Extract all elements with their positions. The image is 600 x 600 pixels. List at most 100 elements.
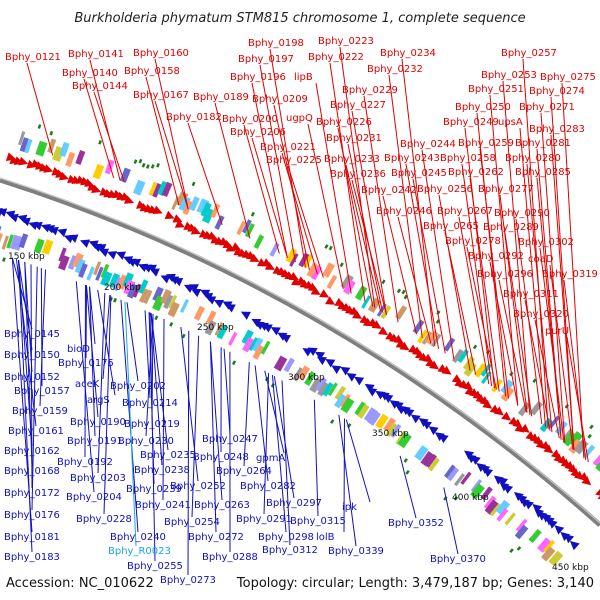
label-connector-line — [24, 262, 33, 373]
gene-arrow — [564, 533, 575, 544]
gene-arrow — [404, 408, 415, 418]
cog-category-block — [100, 270, 113, 287]
gene-arrow — [32, 221, 43, 231]
gene-label: Bphy_0244 — [400, 139, 456, 150]
gene-arrow — [173, 278, 184, 287]
gene-arrow — [231, 242, 242, 251]
gene-label: Bphy_0200 — [222, 114, 278, 125]
label-connector-line — [26, 62, 54, 156]
gene-label: Bphy_0183 — [4, 552, 60, 563]
label-connector-line — [339, 46, 376, 308]
cog-category-block — [568, 438, 583, 455]
cog-category-block — [152, 183, 162, 198]
label-connector-line — [93, 91, 125, 183]
cog-category-block — [514, 524, 529, 540]
gene-label: argS — [87, 395, 110, 406]
cog-category-block — [516, 546, 522, 551]
cog-category-block — [19, 137, 29, 153]
gene-arrow — [438, 434, 449, 444]
gene-arrow — [240, 311, 251, 320]
gene-label: Bphy_0238 — [134, 465, 190, 476]
label-connector-line — [120, 299, 139, 533]
gene-label: Bphy_0315 — [290, 516, 346, 527]
gene-label: Bphy_0241 — [135, 500, 191, 511]
gene-label: Bphy_0232 — [367, 64, 423, 75]
label-connector-line — [31, 266, 38, 511]
scale-label-150: 150 kbp — [8, 252, 45, 262]
gene-label: Bphy_0144 — [72, 81, 128, 92]
cog-category-block — [143, 289, 153, 305]
gene-label: Bphy_0190 — [70, 417, 126, 428]
label-connector-line — [405, 163, 440, 349]
cog-category-block — [148, 181, 158, 197]
gene-label: Bphy_0191 — [67, 436, 123, 447]
gene-arrow — [422, 420, 432, 430]
label-connector-line — [315, 82, 352, 294]
gene-arrow — [20, 217, 31, 227]
gene-label: coaD — [528, 254, 554, 265]
label-connector-line — [102, 294, 111, 380]
gene-label: Bphy_0245 — [391, 168, 447, 179]
cog-category-block — [216, 324, 229, 340]
cog-category-block — [414, 445, 429, 461]
gene-label: aceK — [75, 379, 100, 390]
gene-arrow — [280, 334, 292, 343]
cog-category-block — [322, 382, 334, 397]
gene-label: Bphy_0302 — [518, 237, 574, 248]
label-connector-line — [251, 137, 288, 258]
label-connector-line — [89, 286, 96, 345]
gene-label: Bphy_0233 — [324, 154, 380, 165]
label-connector-line — [388, 74, 423, 338]
gene-arrow — [0, 208, 8, 217]
gene-label: Bphy_0288 — [202, 552, 258, 563]
label-connector-line — [271, 375, 287, 533]
gene-label: Bphy_0228 — [76, 514, 132, 525]
cog-category-block — [156, 162, 160, 168]
label-connector-line — [524, 299, 551, 431]
gene-arrow — [569, 540, 580, 551]
gene-arrow — [149, 268, 160, 277]
cog-category-block — [86, 266, 95, 281]
cog-category-block — [326, 274, 338, 290]
gene-label: Bphy_0263 — [194, 500, 250, 511]
cog-category-block — [322, 262, 335, 278]
gene-label: Bphy_0226 — [316, 117, 372, 128]
cog-category-block — [472, 344, 478, 350]
gene-label: Bphy_0145 — [4, 329, 60, 340]
cog-category-block — [273, 355, 288, 372]
cog-category-block — [543, 539, 556, 553]
gene-label: Bphy_0198 — [248, 38, 304, 49]
cog-category-block — [141, 162, 146, 168]
label-connector-line — [287, 165, 324, 278]
cog-category-block — [375, 413, 389, 430]
label-connector-line — [263, 372, 270, 515]
label-connector-line — [382, 195, 417, 335]
gene-arrow — [188, 284, 199, 293]
gene-arrow — [519, 423, 530, 433]
label-connector-line — [337, 127, 374, 307]
gene-label: Bphy_0209 — [252, 94, 308, 105]
gene-arrow — [206, 296, 217, 305]
label-connector-line — [150, 313, 163, 466]
cog-category-block — [306, 262, 320, 279]
gene-label: Bphy_0283 — [529, 124, 585, 135]
cog-category-block — [138, 279, 149, 295]
cog-category-block — [74, 258, 86, 274]
cog-category-block — [12, 235, 24, 251]
cog-category-block — [205, 310, 217, 326]
cog-category-block — [509, 548, 514, 553]
cog-category-block — [390, 423, 402, 438]
label-connector-line — [269, 48, 306, 268]
gene-arrow — [174, 219, 185, 228]
gene-arrow — [124, 195, 135, 204]
feature-tracks — [0, 124, 600, 567]
gene-label: lipB — [294, 72, 313, 83]
cog-category-block — [126, 283, 138, 299]
gene-arrow — [96, 244, 107, 253]
gene-arrow — [597, 495, 600, 500]
gene-label: Bphy_0157 — [14, 386, 70, 397]
gene-arrow — [91, 184, 102, 193]
label-connector-line — [399, 455, 417, 519]
gene-arrow — [346, 372, 357, 382]
cog-category-block — [421, 331, 433, 345]
